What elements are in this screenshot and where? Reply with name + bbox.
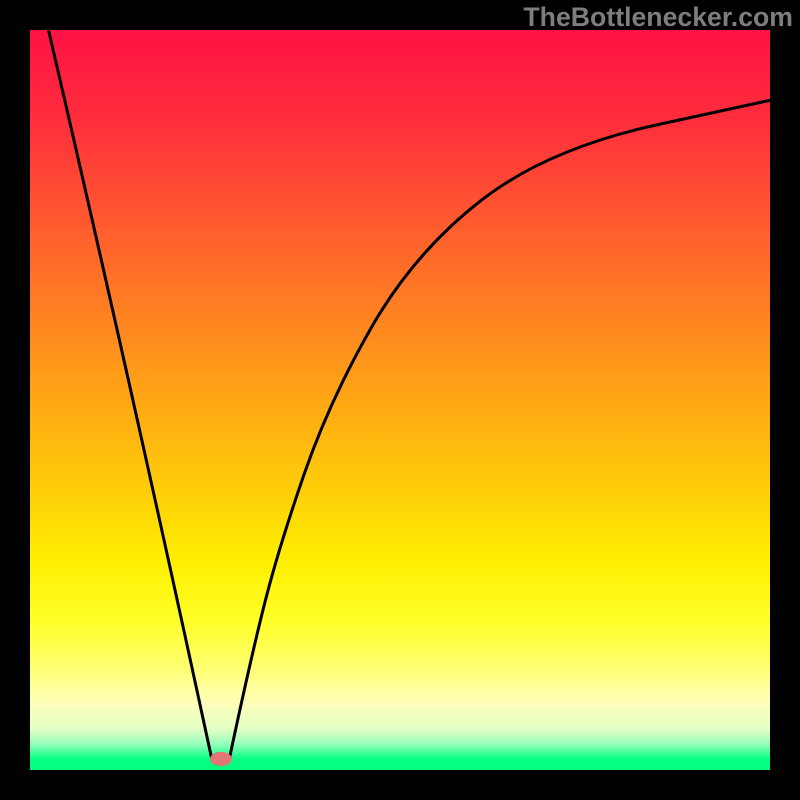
plot-background [30,30,770,770]
watermark-text: TheBottlenecker.com [523,2,793,33]
chart-svg [0,0,800,800]
chart-canvas: TheBottlenecker.com [0,0,800,800]
outer-background [0,0,800,800]
minimum-marker [210,752,232,766]
